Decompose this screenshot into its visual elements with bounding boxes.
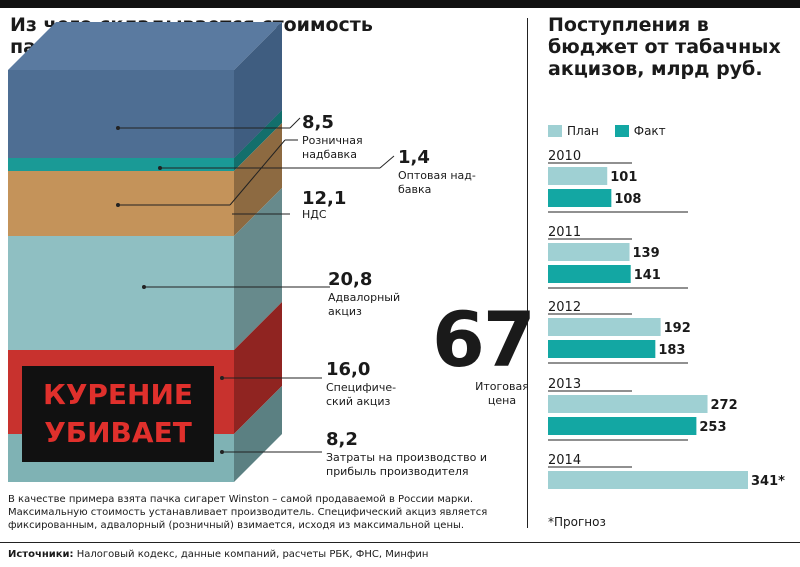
excise-revenue-title: Поступления в бюджет от табачных акцизов… bbox=[548, 14, 781, 80]
production-costs-value: 8,2 bbox=[326, 429, 358, 450]
legend-label-plan: План bbox=[567, 124, 599, 138]
bar-label-fact-2010: 108 bbox=[614, 192, 641, 207]
smoking-kills-warning: КУРЕНИЕ УБИВАЕТ bbox=[22, 366, 214, 462]
wholesale-markup-label: Оптовая над-бавка bbox=[398, 169, 476, 196]
legend-item-plan: План bbox=[548, 124, 599, 138]
bar-plan-2012 bbox=[548, 318, 661, 336]
bar-label-plan-2012: 192 bbox=[664, 321, 691, 336]
bar-fact-2012 bbox=[548, 340, 656, 358]
bar-label-fact-2011: 141 bbox=[634, 268, 661, 283]
pack-side-specific-excise bbox=[234, 302, 282, 434]
pack-front-vat bbox=[8, 171, 234, 236]
ad-valorem-value: 20,8 bbox=[328, 269, 373, 290]
warning-line-1: КУРЕНИЕ bbox=[42, 378, 194, 411]
bar-label-plan-2014: 341* bbox=[751, 474, 785, 489]
vat-label: НДС bbox=[302, 208, 327, 221]
bar-plan-2013 bbox=[548, 395, 708, 413]
vat-value: 12,1 bbox=[302, 188, 347, 209]
sources: Источники: Налоговый кодекс, данные комп… bbox=[8, 548, 428, 562]
retail-markup-label: Розничная надбавка bbox=[302, 134, 363, 161]
legend-swatch-fact bbox=[614, 125, 629, 137]
pack-top-face bbox=[8, 22, 282, 70]
bar-plan-2010 bbox=[548, 167, 608, 185]
leader-dots bbox=[116, 126, 224, 454]
year-label-2010: 2010 bbox=[548, 149, 581, 164]
specific-excise-value: 16,0 bbox=[326, 359, 371, 380]
year-label-2011: 2011 bbox=[548, 225, 581, 240]
methodology-note: В качестве примера взята пачка сигарет W… bbox=[8, 494, 488, 531]
year-label-2012: 2012 bbox=[548, 300, 581, 315]
sources-label: Источники: bbox=[8, 549, 74, 560]
bar-label-plan-2010: 101 bbox=[610, 170, 637, 185]
bar-fact-2013 bbox=[548, 417, 697, 435]
pack-side-production-costs bbox=[234, 386, 282, 482]
bar-label-plan-2013: 272 bbox=[711, 398, 738, 413]
bar-label-plan-2011: 139 bbox=[633, 246, 660, 261]
legend-item-fact: Факт bbox=[614, 124, 666, 138]
bar-fact-2011 bbox=[548, 265, 631, 283]
bar-fact-2010 bbox=[548, 189, 612, 207]
specific-excise-label: Специфиче-ский акциз bbox=[326, 381, 397, 408]
top-bar bbox=[0, 0, 800, 8]
year-label-2013: 2013 bbox=[548, 377, 581, 392]
bar-plan-2014 bbox=[548, 471, 748, 489]
retail-markup-value: 8,5 bbox=[302, 112, 334, 133]
pack-side-wholesale-markup bbox=[234, 110, 282, 171]
leader-lines bbox=[118, 117, 395, 453]
production-costs-label: Затраты на производство и прибыль произв… bbox=[326, 451, 487, 478]
bar-plan-2011 bbox=[548, 243, 630, 261]
ad-valorem-label: Адвалорный акциз bbox=[328, 291, 401, 318]
source-divider bbox=[0, 542, 800, 543]
pack-side-top bbox=[234, 22, 282, 158]
forecast-footnote: *Прогноз bbox=[548, 515, 606, 529]
year-label-2014: 2014 bbox=[548, 453, 581, 468]
chart-legend: План Факт bbox=[548, 124, 678, 138]
legend-label-fact: Факт bbox=[633, 124, 666, 138]
total-price-label: Итоговая цена bbox=[475, 380, 529, 407]
column-divider bbox=[527, 18, 528, 528]
bar-label-fact-2013: 253 bbox=[699, 420, 726, 435]
pack-front-retail-markup bbox=[8, 70, 234, 158]
total-price-value: 67 bbox=[432, 295, 536, 384]
pack-side-ad-valorem bbox=[234, 188, 282, 350]
wholesale-markup-value: 1,4 bbox=[398, 147, 430, 168]
bar-label-fact-2012: 183 bbox=[658, 343, 685, 358]
pack-front-ad-valorem bbox=[8, 236, 234, 350]
warning-line-2: УБИВАЕТ bbox=[44, 416, 192, 449]
sources-text: Налоговый кодекс, данные компаний, расче… bbox=[73, 549, 429, 560]
legend-swatch-plan bbox=[548, 125, 562, 137]
pack-side-vat bbox=[234, 123, 282, 236]
